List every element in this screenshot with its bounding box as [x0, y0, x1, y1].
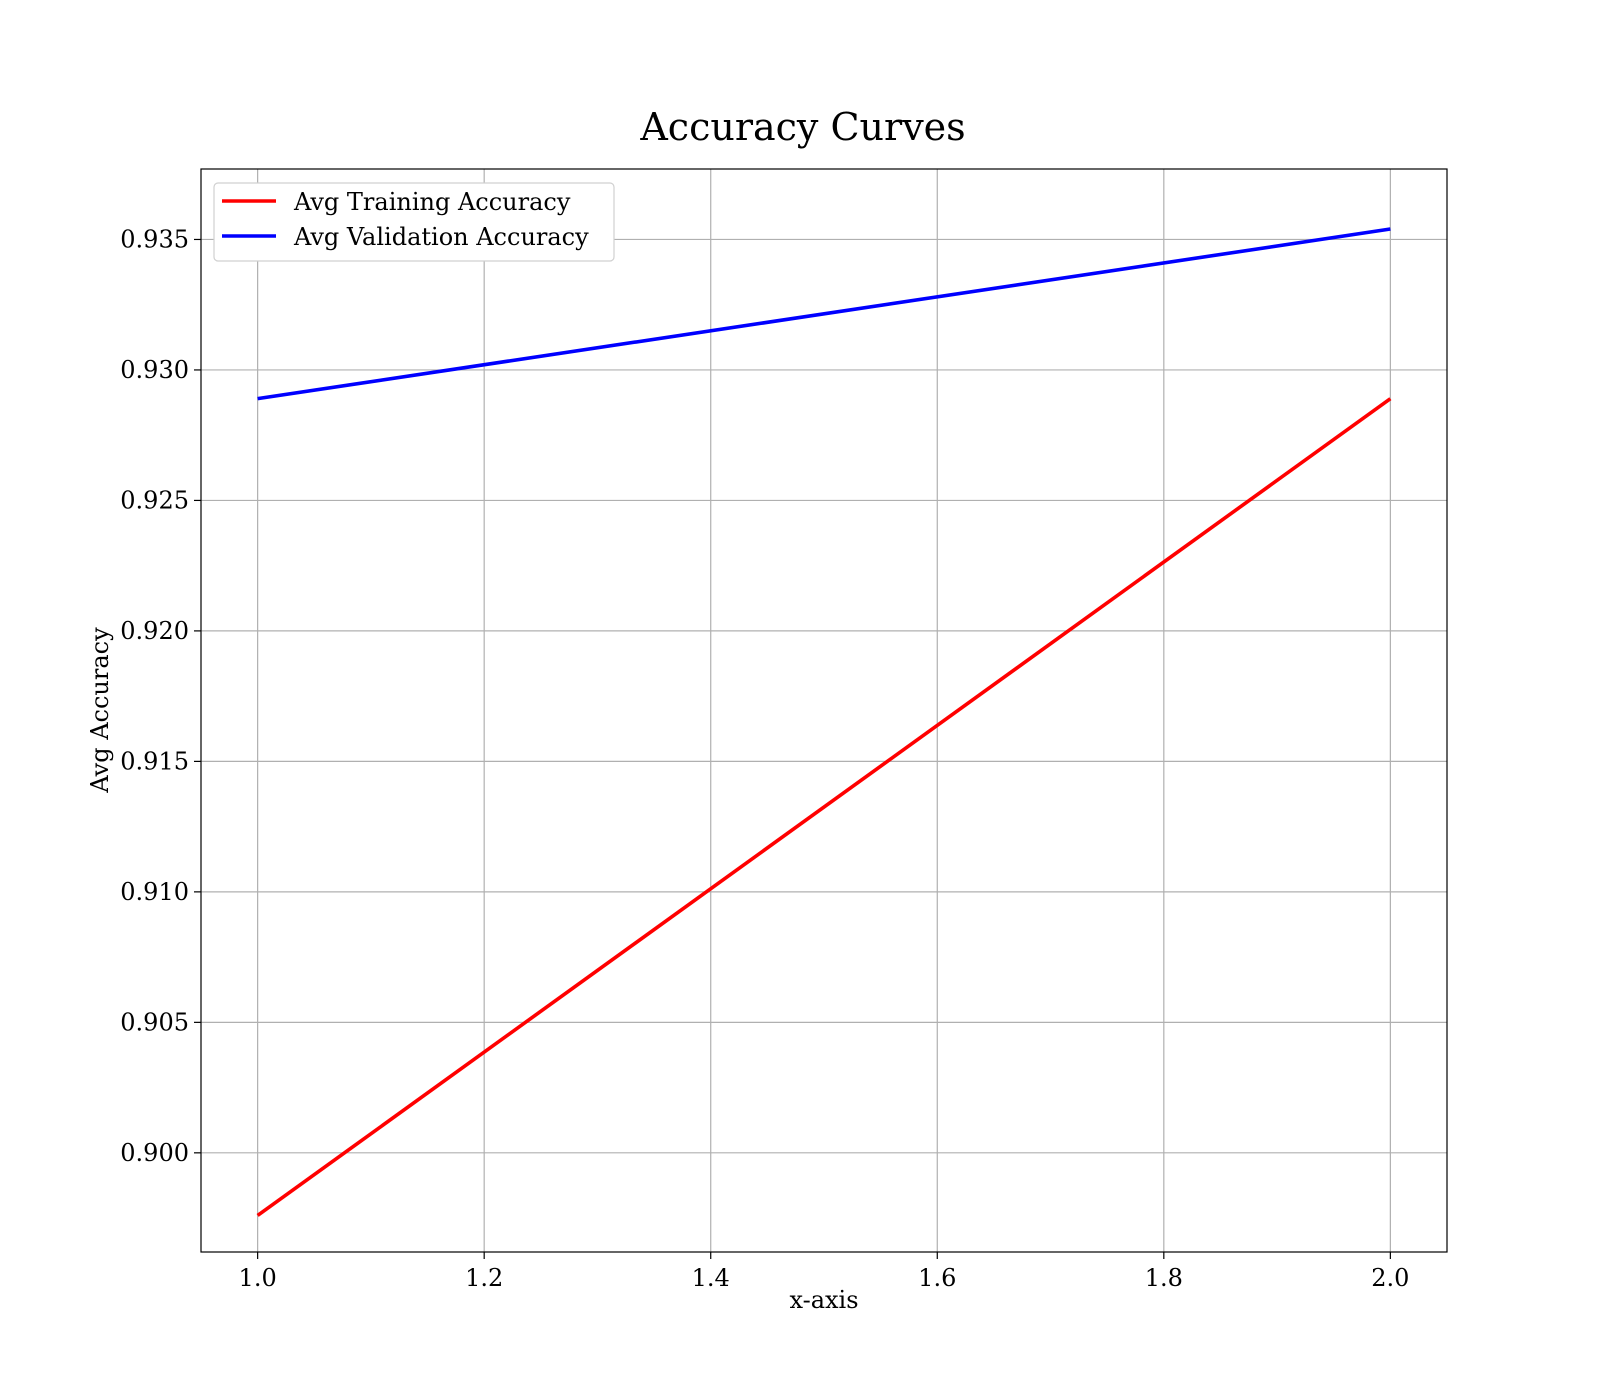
y-axis-label: Avg Accuracy [86, 627, 114, 794]
y-tick-label: 0.920 [120, 617, 189, 645]
legend-box [213, 182, 615, 262]
y-tick-label: 0.900 [120, 1139, 189, 1167]
y-tick-label: 0.930 [120, 356, 189, 384]
series-lines [256, 227, 1392, 1217]
axis-ticks: 1.0 1.2 1.4 1.6 1.8 2.0 0.900 0.905 0.910 0.915 0.… [120, 225, 1409, 1292]
y-tick-label: 0.935 [120, 225, 189, 253]
y-tick-label: 0.915 [120, 747, 189, 775]
legend-label-validation: Avg Validation Accuracy [293, 223, 589, 251]
y-tick-label: 0.905 [120, 1008, 189, 1036]
x-axis-label: x-axis [789, 1286, 858, 1314]
grid [201, 169, 1447, 1252]
x-tick-label: 2.0 [1371, 1264, 1409, 1292]
chart-title: Accuracy Curves [639, 105, 965, 149]
x-tick-label: 1.4 [692, 1264, 730, 1292]
validation-accuracy-line [257, 227, 1391, 401]
y-tick-label: 0.910 [120, 878, 189, 906]
training-accuracy-line [256, 397, 1392, 1217]
plot-frame [200, 168, 1448, 1253]
legend-label-training: Avg Training Accuracy [293, 188, 571, 216]
x-tick-label: 1.6 [918, 1264, 956, 1292]
x-tick-label: 1.0 [239, 1264, 277, 1292]
y-tick-label: 0.925 [120, 486, 189, 514]
x-tick-label: 1.2 [465, 1264, 503, 1292]
x-tick-label: 1.8 [1145, 1264, 1183, 1292]
legend: Avg Training Accuracy Avg Validation Acc… [213, 182, 615, 262]
